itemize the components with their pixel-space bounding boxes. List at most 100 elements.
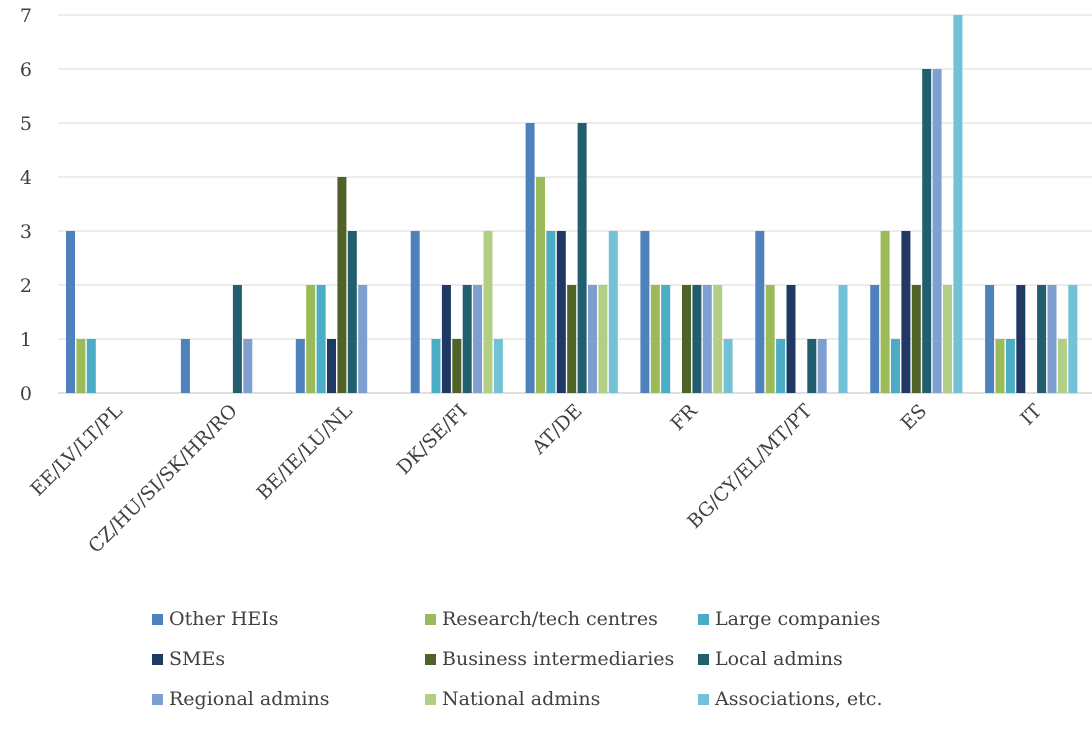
y-tick-label: 5 xyxy=(20,113,32,135)
bar xyxy=(337,177,347,393)
legend-item: Local admins xyxy=(698,648,843,670)
y-tick-label: 6 xyxy=(20,59,32,81)
bar xyxy=(870,285,880,393)
bar xyxy=(493,339,503,393)
legend-label: SMEs xyxy=(169,648,226,670)
legend-label: Large companies xyxy=(715,608,881,630)
bar xyxy=(525,123,535,393)
x-tick-label: BE/IE/LU/NL xyxy=(253,400,357,504)
bar xyxy=(577,123,587,393)
bar xyxy=(817,339,827,393)
legend-item: Associations, etc. xyxy=(698,688,882,710)
bar xyxy=(473,285,483,393)
legend-label: Other HEIs xyxy=(169,608,279,630)
bar xyxy=(483,231,493,393)
bar xyxy=(556,231,566,393)
y-tick-label: 7 xyxy=(20,5,32,27)
legend-swatch xyxy=(698,693,709,705)
legend-swatch xyxy=(698,613,709,625)
bar xyxy=(66,231,75,393)
bar xyxy=(1037,285,1047,393)
bar xyxy=(232,285,242,393)
bar xyxy=(306,285,316,393)
legend-label: Research/tech centres xyxy=(442,608,658,630)
bar xyxy=(295,339,305,393)
legend-label: Local admins xyxy=(715,648,843,670)
y-tick-label: 1 xyxy=(20,329,32,351)
bar xyxy=(462,285,472,393)
bar xyxy=(316,285,326,393)
bar xyxy=(431,339,441,393)
bar xyxy=(608,231,618,393)
bar xyxy=(347,231,357,393)
bar xyxy=(765,285,775,393)
x-tick-label: IT xyxy=(1016,400,1046,430)
bar xyxy=(180,339,190,393)
bar xyxy=(410,231,420,393)
bar xyxy=(901,231,911,393)
y-tick-label: 3 xyxy=(20,221,32,243)
bar xyxy=(243,339,253,393)
bar xyxy=(807,339,817,393)
legend-swatch xyxy=(425,613,436,625)
legend-swatch xyxy=(698,653,709,665)
bar xyxy=(995,339,1005,393)
y-axis-ticks: 0 1 2 3 4 5 6 7 xyxy=(20,5,32,405)
legend-item: Other HEIs xyxy=(152,608,279,630)
x-tick-label: EE/LV/LT/PL xyxy=(26,400,127,501)
x-tick-label: ES xyxy=(897,400,932,435)
bar xyxy=(598,285,608,393)
bar xyxy=(880,231,890,393)
legend-swatch xyxy=(152,693,163,705)
bar xyxy=(76,339,86,393)
legend-item: Regional admins xyxy=(152,688,329,710)
bar xyxy=(86,339,96,393)
legend-item: SMEs xyxy=(152,648,225,670)
x-tick-label: BG/CY/EL/MT/PT xyxy=(683,400,816,533)
bar xyxy=(922,69,932,393)
bar xyxy=(536,177,545,393)
legend-label: Regional admins xyxy=(169,688,330,710)
bar xyxy=(1005,339,1015,393)
y-tick-label: 4 xyxy=(20,167,32,189)
bar xyxy=(713,285,723,393)
bar xyxy=(452,339,462,393)
legend-item: Research/tech centres xyxy=(425,608,658,630)
bar xyxy=(692,285,702,393)
y-tick-label: 2 xyxy=(20,275,32,297)
legend-swatch xyxy=(425,693,436,705)
bar xyxy=(985,285,995,393)
bar xyxy=(1068,285,1078,393)
bars xyxy=(66,15,1078,393)
bar xyxy=(702,285,712,393)
legend-swatch xyxy=(152,613,163,625)
x-tick-label: AT/DE xyxy=(527,400,586,459)
bar xyxy=(358,285,368,393)
bar xyxy=(1047,285,1057,393)
bar xyxy=(1016,285,1026,393)
bar xyxy=(776,339,786,393)
x-tick-label: FR xyxy=(666,399,701,434)
legend-item: Large companies xyxy=(698,608,880,630)
bar xyxy=(943,285,952,393)
x-tick-label: DK/SE/FI xyxy=(393,400,472,479)
legend-label: National admins xyxy=(442,688,601,710)
bar xyxy=(661,285,671,393)
bar xyxy=(640,231,650,393)
bar xyxy=(953,15,963,393)
legend-swatch xyxy=(425,653,436,665)
legend-swatch xyxy=(152,653,163,665)
legend-label: Business intermediaries xyxy=(442,648,675,670)
bar xyxy=(838,285,848,393)
bar xyxy=(786,285,796,393)
bar xyxy=(723,339,733,393)
legend-item: National admins xyxy=(425,688,600,710)
legend-label: Associations, etc. xyxy=(715,688,883,710)
bar xyxy=(327,339,336,393)
bar xyxy=(891,339,900,393)
bar xyxy=(588,285,597,393)
bar xyxy=(682,285,691,393)
bar xyxy=(650,285,660,393)
bar xyxy=(546,231,556,393)
